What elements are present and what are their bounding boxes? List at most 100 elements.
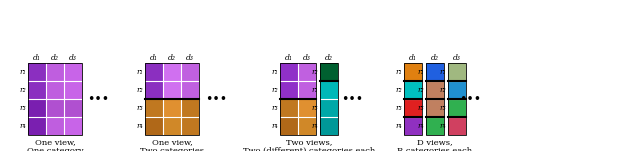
Bar: [163, 81, 181, 99]
Text: r₂: r₂: [312, 68, 319, 76]
Bar: [448, 117, 466, 135]
Bar: [145, 81, 163, 99]
Bar: [320, 63, 338, 135]
Text: d₃: d₃: [69, 53, 77, 61]
Bar: [426, 117, 444, 135]
Bar: [426, 63, 444, 135]
Bar: [163, 99, 181, 117]
Text: d₁: d₁: [409, 53, 417, 61]
Text: r₄: r₄: [440, 122, 447, 130]
Bar: [448, 63, 466, 135]
Bar: [181, 63, 199, 81]
Bar: [145, 117, 163, 135]
Bar: [448, 81, 466, 99]
Text: •••: •••: [87, 93, 109, 106]
Text: r₂: r₂: [20, 86, 26, 94]
Text: r₃: r₃: [312, 104, 319, 112]
Bar: [28, 63, 82, 135]
Text: •••: •••: [459, 93, 481, 106]
Text: r₁: r₁: [272, 68, 278, 76]
Bar: [404, 117, 422, 135]
Bar: [280, 99, 298, 117]
Text: d₂: d₂: [168, 53, 176, 61]
Text: r₄: r₄: [272, 122, 278, 130]
Text: d₁: d₁: [33, 53, 41, 61]
Text: •••: •••: [205, 93, 227, 106]
Bar: [145, 63, 199, 135]
Text: d₂: d₂: [325, 53, 333, 61]
Text: r₂: r₂: [440, 86, 447, 94]
Bar: [64, 81, 82, 99]
Text: d₁: d₁: [150, 53, 158, 61]
Bar: [320, 99, 338, 117]
Text: r₄: r₄: [312, 122, 319, 130]
Text: r₁: r₁: [137, 68, 143, 76]
Bar: [426, 63, 444, 81]
Text: D views,
R categories each
(R*D parameters): D views, R categories each (R*D paramete…: [397, 138, 472, 151]
Text: r₃: r₃: [20, 104, 26, 112]
Text: r₄: r₄: [396, 122, 403, 130]
Bar: [426, 99, 444, 117]
Bar: [404, 81, 422, 99]
Bar: [298, 81, 316, 99]
Text: r₁: r₁: [418, 68, 424, 76]
Bar: [28, 63, 46, 81]
Text: d₂: d₂: [51, 53, 59, 61]
Bar: [64, 99, 82, 117]
Text: One view,
One category
(D parameters): One view, One category (D parameters): [23, 138, 87, 151]
Text: r₁: r₁: [396, 68, 403, 76]
Bar: [145, 99, 163, 117]
Bar: [448, 63, 466, 81]
Bar: [181, 99, 199, 117]
Text: •••: •••: [341, 93, 363, 106]
Bar: [46, 117, 64, 135]
Text: One view,
Two categories
(2*D parameters): One view, Two categories (2*D parameters…: [135, 138, 209, 151]
Text: r₄: r₄: [137, 122, 143, 130]
Text: r₃: r₃: [396, 104, 403, 112]
Bar: [404, 63, 422, 81]
Bar: [181, 117, 199, 135]
Bar: [320, 117, 338, 135]
Bar: [46, 99, 64, 117]
Text: r₁: r₁: [20, 68, 26, 76]
Text: r₃: r₃: [418, 104, 424, 112]
Bar: [448, 99, 466, 117]
Text: Two views,
Two (different) categories each
(2*D parameters): Two views, Two (different) categories ea…: [243, 138, 375, 151]
Text: r₃: r₃: [137, 104, 143, 112]
Bar: [46, 81, 64, 99]
Text: d₂: d₂: [431, 53, 439, 61]
Bar: [163, 63, 181, 81]
Bar: [320, 63, 338, 81]
Bar: [280, 63, 316, 135]
Bar: [426, 81, 444, 99]
Bar: [28, 99, 46, 117]
Bar: [181, 81, 199, 99]
Bar: [404, 63, 422, 135]
Text: r₂: r₂: [272, 86, 278, 94]
Text: r₃: r₃: [440, 104, 447, 112]
Bar: [298, 117, 316, 135]
Bar: [298, 99, 316, 117]
Text: r₃: r₃: [272, 104, 278, 112]
Bar: [404, 99, 422, 117]
Text: d₁: d₁: [285, 53, 293, 61]
Bar: [280, 63, 298, 81]
Bar: [145, 63, 163, 81]
Text: r₂: r₂: [396, 86, 403, 94]
Bar: [28, 81, 46, 99]
Text: r₂: r₂: [137, 86, 143, 94]
Text: d₃: d₃: [453, 53, 461, 61]
Bar: [64, 117, 82, 135]
Bar: [46, 63, 64, 81]
Bar: [298, 63, 316, 81]
Text: r₂: r₂: [418, 86, 424, 94]
Text: r₁: r₁: [440, 68, 447, 76]
Text: r₁: r₁: [312, 86, 319, 94]
Bar: [163, 117, 181, 135]
Text: r₄: r₄: [418, 122, 424, 130]
Bar: [28, 117, 46, 135]
Bar: [280, 81, 298, 99]
Text: d₃: d₃: [186, 53, 194, 61]
Text: r₄: r₄: [20, 122, 26, 130]
Bar: [280, 117, 298, 135]
